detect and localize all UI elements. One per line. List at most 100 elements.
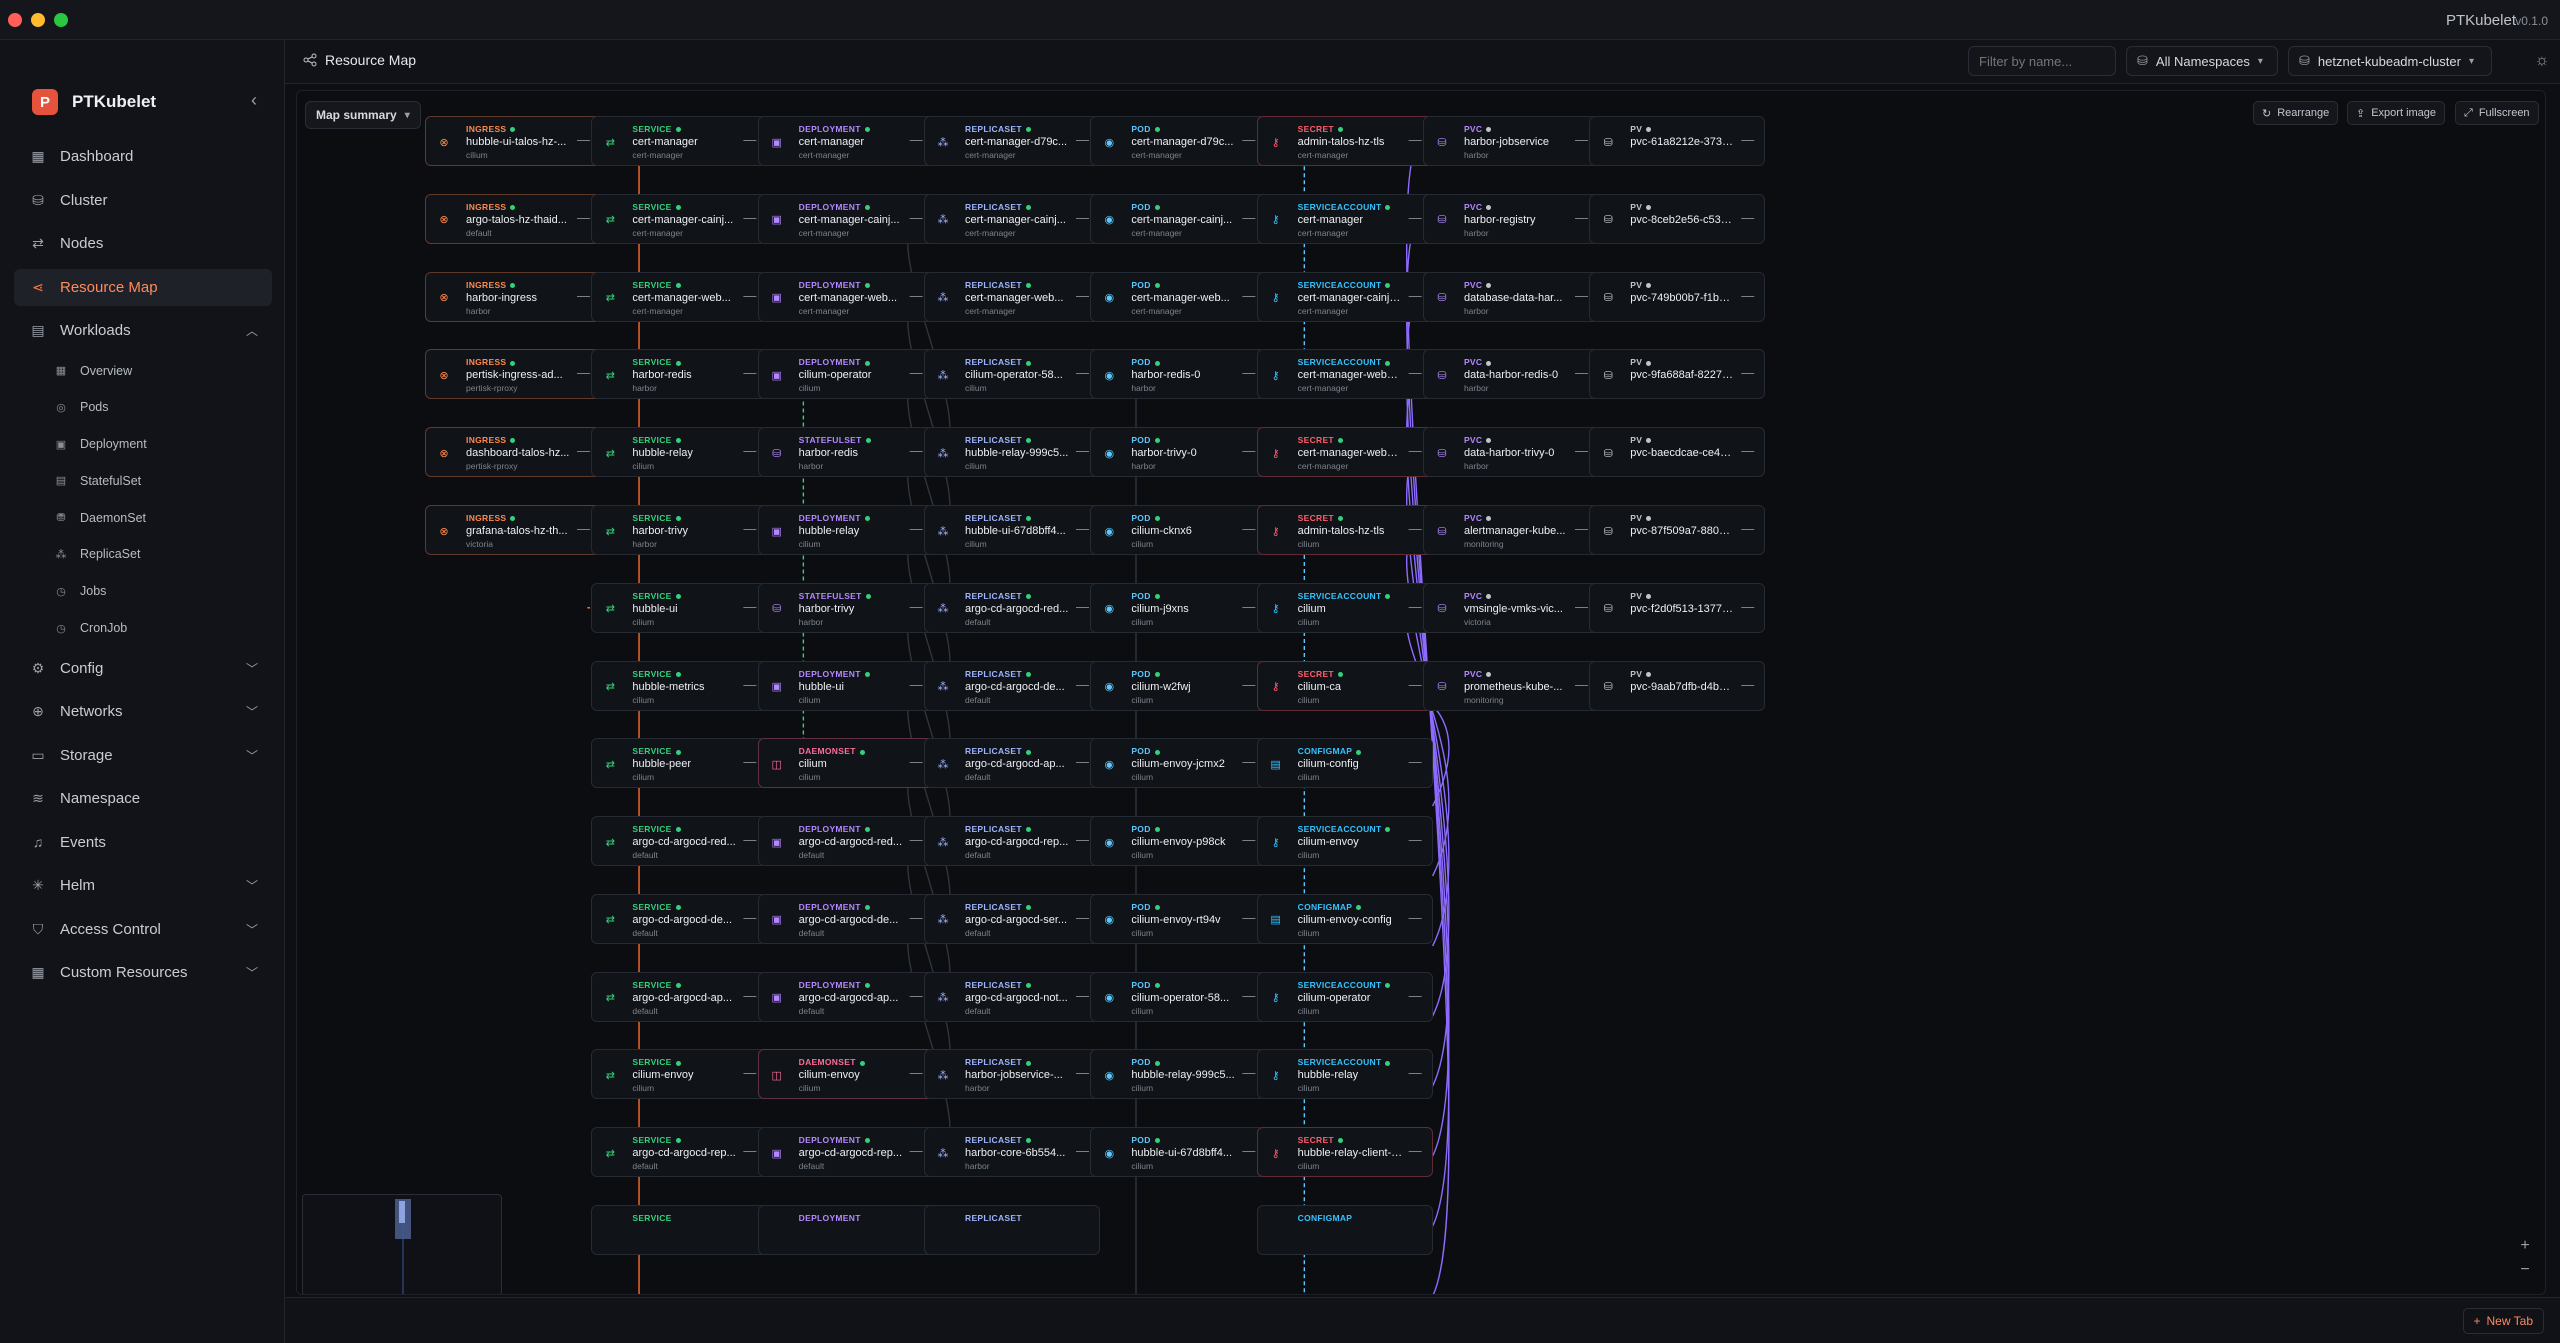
node-menu-button[interactable]: — (1741, 287, 1755, 303)
map-node-pv[interactable]: ⛁ PVpvc-9aab7dfb-d4b7-4c9... — (1589, 660, 1766, 711)
map-node-pvc[interactable]: ⛁ PVC vmsingle-vmks-vic... victoria — (1422, 582, 1599, 633)
node-menu-button[interactable]: — (1076, 521, 1089, 536)
node-menu-button[interactable]: — (1741, 132, 1755, 148)
map-node-pv[interactable]: ⛁ PV pvc-87f509a7-880d-4e1... — (1589, 505, 1766, 555)
node-menu-button[interactable]: — (909, 676, 923, 692)
node-menu-button[interactable]: — (1076, 832, 1089, 848)
map-node-serviceaccount[interactable]: ⚷ SERVICEACCOUNT cert-manager cert-manager — (1256, 193, 1433, 244)
map-node-service[interactable]: ⇄ SERVICE argo-cd-argocd-red... default — (591, 816, 768, 867)
map-node-pv[interactable]: ⛁ PV pvc-baecdcae-ce47-476... — (1589, 427, 1766, 478)
map-node-service[interactable]: ⇄ SERVICE hubble-metrics cilium — (591, 660, 768, 711)
node-menu-button[interactable]: — (1076, 132, 1089, 148)
sidebar-subitem-cronjob[interactable]: ◷ CronJob (14, 613, 272, 643)
node-menu-button[interactable]: — (743, 676, 757, 692)
node-menu-button[interactable]: — (743, 909, 757, 925)
map-node-deployment[interactable]: ▣ DEPLOYMENT argo-cd-argocd-rep... default — (757, 1127, 934, 1178)
node-menu-button[interactable]: — (1076, 909, 1089, 925)
node-menu-button[interactable]: — (1408, 987, 1422, 1003)
sidebar-item-events[interactable]: ♫ Events (14, 824, 272, 861)
node-menu-button[interactable]: — (577, 287, 591, 303)
node-menu-button[interactable]: — (1574, 676, 1588, 692)
export-image-button[interactable]: ⇪ Export image (2347, 101, 2446, 125)
sidebar-item-dashboard[interactable]: ▦ Dashboard (14, 138, 272, 175)
node-menu-button[interactable]: — (1408, 287, 1422, 303)
rearrange-button[interactable]: ↻ Rearrange (2253, 101, 2339, 125)
map-node-replicaset[interactable]: ⁂ REPLICASET argo-cd-argocd-ser... default — (924, 893, 1100, 944)
node-menu-button[interactable]: — (909, 1065, 923, 1081)
sidebar-item-helm[interactable]: ✳ Helm ﹀ (14, 867, 272, 904)
sidebar-item-networks[interactable]: ⊕ Networks ﹀ (14, 693, 272, 730)
map-node-ingress[interactable]: ⊗ INGRESS grafana-talos-hz-th... victoria — (425, 505, 602, 555)
node-menu-button[interactable]: — (909, 754, 923, 770)
map-node-pod[interactable]: ◉ POD cilium-w2fwj cilium — (1090, 660, 1267, 711)
map-node-secret[interactable]: ⚷ SECRET hubble-relay-client-certscilium — (1256, 1127, 1433, 1178)
map-node-pv[interactable]: ⛁ PVpvc-f2d0f513-1377-418... — (1589, 582, 1766, 633)
map-node-ingress[interactable]: ⊗ INGRESS harbor-ingress harbor — (425, 271, 602, 322)
map-node-serviceaccount[interactable]: ⚷ SERVICEACCOUNT cilium cilium — (1256, 582, 1433, 633)
map-node-pod[interactable]: ◉ POD harbor-redis-0 harbor — (1090, 349, 1267, 400)
map-node-deployment[interactable]: ▣ DEPLOYMENT cert-manager-cainj... cert-man… (757, 193, 934, 244)
map-node-secret[interactable]: ⚷ SECRET cert-manager-webhook-cacert-manag… (1256, 427, 1433, 478)
node-menu-button[interactable]: — (909, 598, 923, 614)
sidebar-item-resource-map[interactable]: ⋖ Resource Map (14, 268, 272, 306)
map-node-pvc[interactable]: ⛁ PVC prometheus-kube-... monitoring — (1422, 660, 1599, 711)
node-menu-button[interactable]: — (1574, 132, 1588, 148)
map-node-pv[interactable]: ⛁ PV pvc-61a8212e-3733-49d... — (1589, 116, 1766, 167)
node-menu-button[interactable]: — (1408, 909, 1422, 925)
map-node-serviceaccount[interactable]: ⚷ SERVICEACCOUNT cilium-operator cilium — (1256, 971, 1433, 1022)
node-menu-button[interactable]: — (1242, 987, 1256, 1003)
map-node-secret[interactable]: ⚷ SECRET admin-talos-hz-tls cert-manager — (1256, 116, 1433, 167)
node-menu-button[interactable]: — (1408, 676, 1422, 692)
sidebar-item-cluster[interactable]: ⛁ Cluster (14, 182, 272, 219)
node-menu-button[interactable]: — (1408, 1065, 1422, 1081)
node-menu-button[interactable]: — (1408, 598, 1422, 614)
node-menu-button[interactable]: — (1242, 521, 1256, 536)
node-menu-button[interactable]: — (743, 987, 757, 1003)
map-node-ingress[interactable]: ⊗ INGRESS pertisk-ingress-ad... pertisk-rpr… (425, 349, 602, 400)
node-menu-button[interactable]: — (577, 521, 591, 536)
node-menu-button[interactable]: — (1408, 832, 1422, 848)
chevron-down-icon[interactable]: ﹀ (245, 748, 258, 763)
map-node-service[interactable]: ⇄ SERVICE hubble-peer cilium — (591, 738, 768, 789)
node-menu-button[interactable]: — (909, 287, 923, 303)
node-menu-button[interactable]: — (577, 443, 591, 459)
map-node-pod[interactable]: ◉ POD cert-manager-cainj... cert-manager — (1090, 193, 1267, 244)
map-node-replicaset[interactable]: ⁂ REPLICASET argo-cd-argocd-not... default — (924, 971, 1100, 1022)
node-menu-button[interactable]: — (743, 598, 757, 614)
brand[interactable]: P PTKubelet (32, 88, 156, 116)
node-menu-button[interactable]: — (1076, 1065, 1089, 1081)
node-menu-button[interactable]: — (909, 909, 923, 925)
node-menu-button[interactable]: — (1076, 754, 1089, 770)
node-menu-button[interactable]: — (577, 209, 591, 225)
namespace-select[interactable]: ⛁ All Namespaces ▾ (2126, 46, 2278, 76)
node-menu-button[interactable]: — (1076, 365, 1089, 381)
chevron-down-icon[interactable]: ﹀ (245, 705, 258, 720)
node-menu-button[interactable]: — (909, 1143, 923, 1159)
node-menu-button[interactable]: — (1408, 521, 1422, 536)
map-node-statefulset[interactable]: ⛁ STATEFULSET harbor-redis harbor — (757, 427, 934, 478)
node-menu-button[interactable]: — (1741, 209, 1755, 225)
sidebar-item-config[interactable]: ⚙ Config ﹀ (14, 650, 272, 687)
sidebar-item-workloads[interactable]: ▤ Workloads ︿ (14, 312, 272, 349)
map-node-pod[interactable]: ◉ POD cilium-j9xns cilium — (1090, 582, 1267, 633)
map-node-service[interactable]: ⇄ SERVICE argo-cd-argocd-rep... default — (591, 1127, 768, 1178)
node-menu-button[interactable]: — (1242, 1065, 1256, 1081)
zoom-out-button[interactable]: − (2515, 1261, 2535, 1281)
sidebar-item-namespace[interactable]: ≋ Namespace (14, 780, 272, 817)
map-node-daemonset[interactable]: ◫ DAEMONSET cilium-envoy cilium — (757, 1049, 934, 1100)
node-menu-button[interactable]: — (743, 521, 757, 536)
node-menu-button[interactable]: — (743, 132, 757, 148)
node-menu-button[interactable]: — (1242, 287, 1256, 303)
map-node-deployment[interactable]: ▣ DEPLOYMENT argo-cd-argocd-red... default — (757, 816, 934, 867)
map-node-service[interactable]: ⇄ SERVICE cert-manager-web... cert-manager — (591, 271, 768, 322)
map-node-pvc[interactable]: ⛁ PVC data-harbor-trivy-0 harbor — (1422, 427, 1599, 478)
sidebar-subitem-pods[interactable]: ◎ Pods (14, 392, 272, 422)
close-window-button[interactable] (8, 13, 22, 27)
collapse-sidebar-button[interactable]: ‹ (240, 90, 268, 114)
node-menu-button[interactable]: — (743, 1143, 757, 1159)
map-node-pod[interactable]: ◉ POD cilium-cknx6 cilium — (1090, 505, 1267, 555)
map-node-replicaset[interactable]: ⁂ REPLICASET hubble-ui-67d8bff4... cilium — (924, 505, 1100, 555)
sidebar-subitem-jobs[interactable]: ◷ Jobs (14, 576, 272, 606)
node-menu-button[interactable]: — (1242, 209, 1256, 225)
node-menu-button[interactable]: — (1741, 443, 1755, 459)
